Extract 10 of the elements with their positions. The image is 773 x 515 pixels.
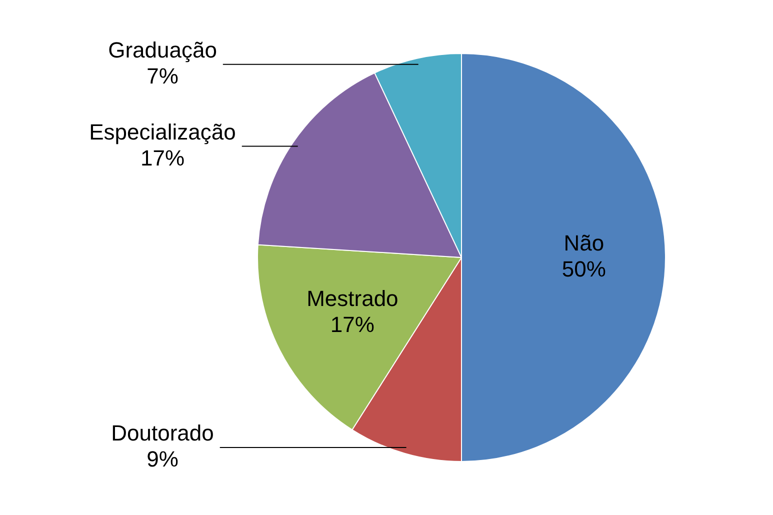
slice-label: Mestrado — [306, 286, 398, 312]
slice-label: Especialização — [89, 119, 236, 144]
slice-label: Graduação — [108, 37, 217, 62]
slice-label: Doutorado — [111, 420, 214, 446]
data-label: 9% — [146, 446, 178, 472]
slice-label: Não — [564, 230, 604, 256]
data-label: 7% — [146, 63, 178, 88]
data-label: 17% — [330, 312, 374, 338]
data-label: 50% — [562, 256, 606, 282]
data-label: 17% — [140, 145, 185, 170]
